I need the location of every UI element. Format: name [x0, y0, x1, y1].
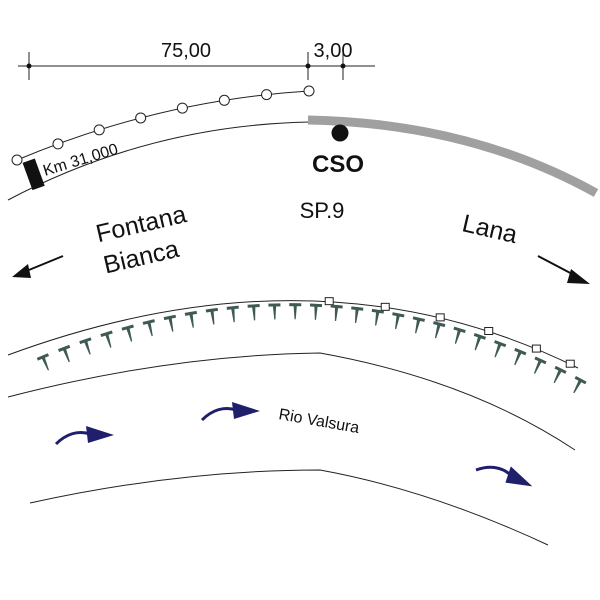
edge-post-square	[324, 297, 334, 306]
bollard	[351, 306, 364, 324]
flow-arrow-icon	[475, 465, 533, 487]
bollard	[121, 324, 134, 342]
dimension-total-length: 75,00	[161, 40, 211, 62]
route-marker-circle	[52, 138, 64, 150]
station-label: CSO	[312, 151, 364, 178]
bollard	[100, 330, 113, 348]
arrow-right-icon	[537, 255, 590, 284]
arrow-left-icon	[12, 255, 64, 278]
edge-post-square	[531, 344, 541, 353]
bollard	[412, 316, 426, 334]
edge-post-square	[565, 359, 575, 368]
route-marker-circle	[176, 102, 188, 114]
bollard	[247, 304, 260, 321]
route-marker-circle	[303, 85, 315, 97]
flow-arrow-icon	[54, 426, 114, 446]
bollard	[79, 337, 92, 355]
bollard	[433, 321, 446, 339]
river-label: Rio Valsura	[277, 406, 360, 437]
edge-posts	[324, 297, 575, 368]
bollard-row	[36, 303, 587, 394]
route-line	[16, 90, 310, 161]
bollard	[36, 353, 50, 371]
bollard	[184, 310, 198, 328]
bollard	[573, 376, 587, 394]
bollard	[58, 344, 71, 363]
bollard	[494, 340, 507, 358]
route-marker-circle	[261, 89, 273, 101]
bollard	[205, 307, 219, 325]
road-label: SP.9	[300, 198, 345, 223]
km-label: Km 31,000	[41, 141, 120, 180]
highlight-road-segment	[307, 115, 599, 197]
route-marker-circle	[218, 94, 230, 106]
direction-right: Lana	[460, 209, 521, 249]
river-bank-upper	[7, 352, 576, 451]
bollard	[533, 356, 547, 374]
river-bank-lower	[29, 469, 549, 546]
bollard	[514, 347, 527, 366]
bollard	[268, 303, 281, 320]
bollard	[142, 319, 155, 337]
bollard	[453, 326, 466, 344]
dimension-line	[18, 52, 375, 80]
route-markers	[11, 85, 315, 166]
edge-post-square	[484, 327, 494, 336]
route-marker-circle	[11, 154, 23, 166]
km-marker	[22, 158, 45, 191]
bollard	[309, 303, 323, 320]
station-point	[331, 124, 349, 142]
road-edge	[7, 121, 311, 201]
bollard	[473, 333, 487, 351]
bollard	[163, 314, 177, 332]
bollard	[330, 304, 343, 322]
flow-arrow-icon	[200, 402, 260, 422]
bollard	[371, 308, 384, 326]
bollard	[553, 365, 567, 384]
edge-post-square	[435, 313, 445, 322]
bollard	[226, 305, 239, 323]
flow-arrows	[54, 402, 533, 487]
route-marker-circle	[135, 112, 147, 124]
route-marker-circle	[93, 124, 105, 136]
bollard	[289, 303, 302, 320]
road-lower-edge	[7, 300, 579, 369]
bollard	[392, 312, 405, 330]
dimension-offset-length: 3,00	[314, 40, 353, 62]
edge-post-square	[380, 302, 390, 311]
